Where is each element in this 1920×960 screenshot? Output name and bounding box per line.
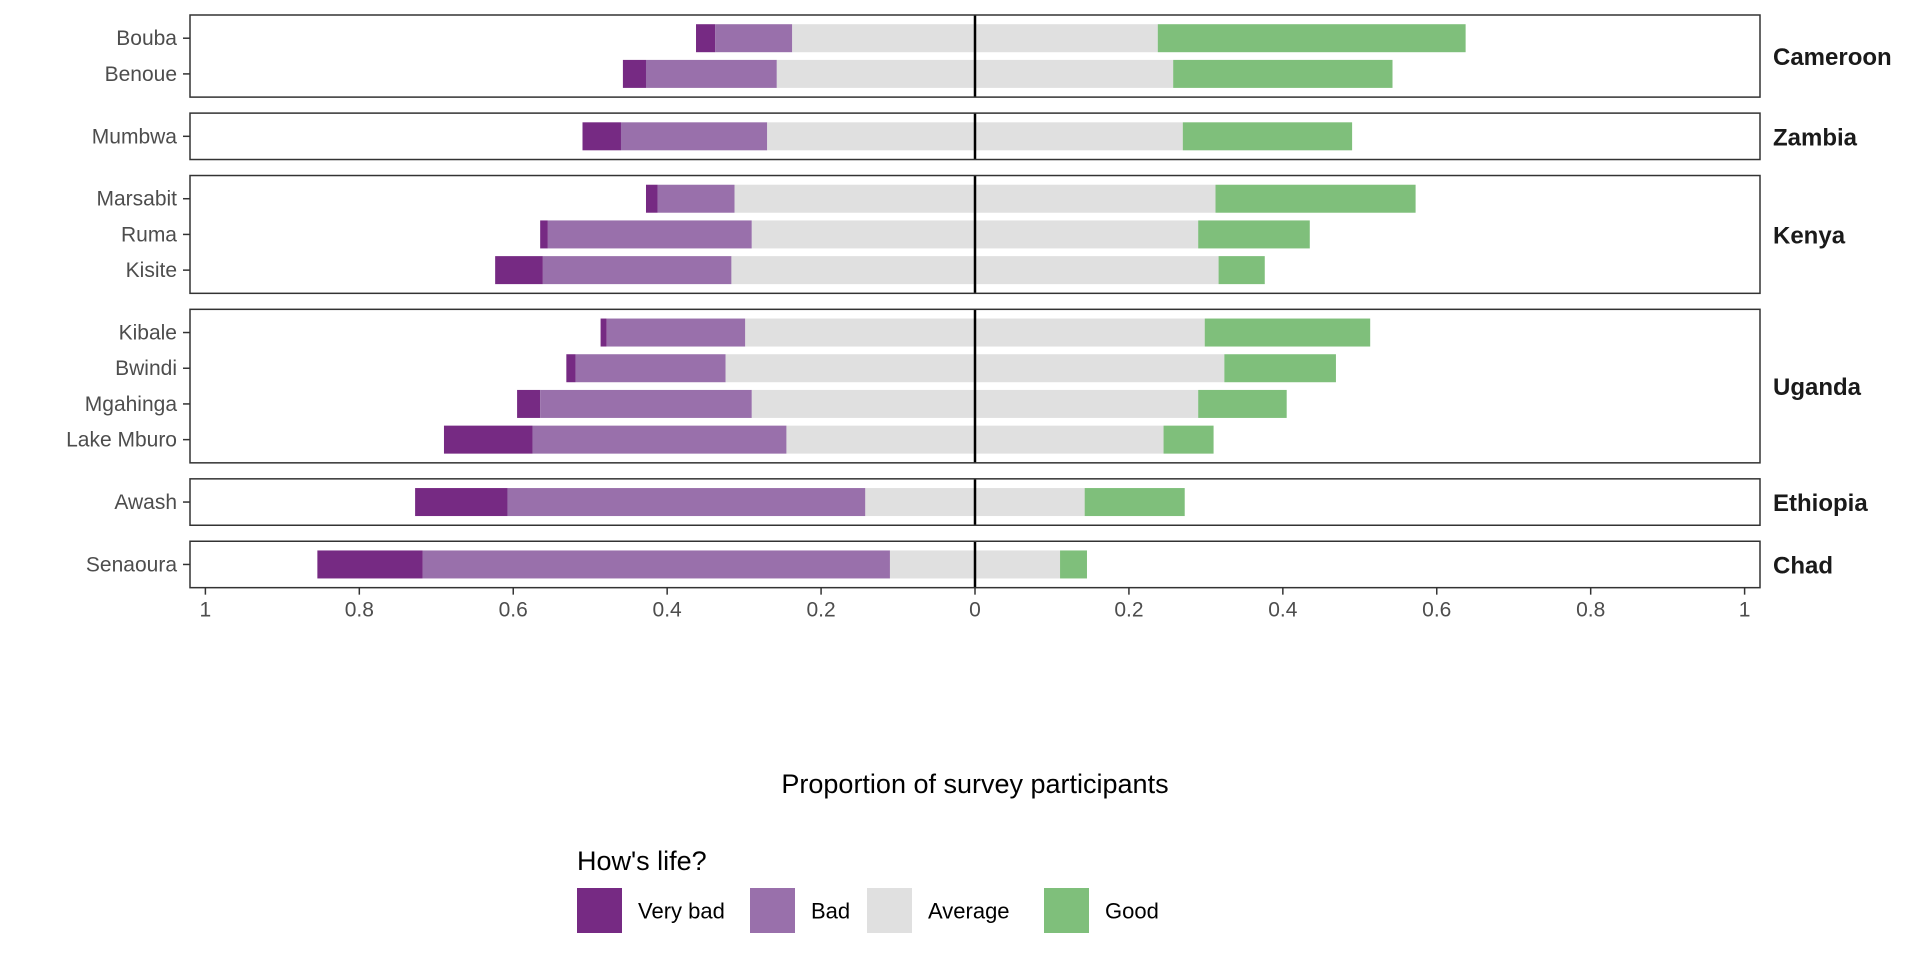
bar-segment-good (1218, 256, 1265, 285)
x-axis-title: Proportion of survey participants (781, 769, 1168, 799)
panel-ethiopia: Awash Ethiopia (114, 478, 1868, 526)
bar-segment-bad (547, 220, 752, 249)
bar-segment-bad (715, 24, 793, 53)
bar-segment-very-bad (696, 24, 716, 53)
bar-segment-good (1173, 59, 1393, 88)
strip-label: Kenya (1773, 222, 1846, 249)
bar-segment-bad (606, 318, 746, 347)
legend-title: How's life? (577, 846, 707, 876)
panel-border (189, 14, 1761, 98)
legend-label: Average (928, 899, 1010, 924)
panel-zambia: Mumbwa Zambia (92, 112, 1858, 161)
panel-border (189, 112, 1761, 161)
x-tick-label: 0.2 (806, 599, 835, 622)
site-label: Ruma (121, 223, 177, 246)
bar-segment-good (1157, 24, 1466, 53)
x-tick-label: 1 (200, 599, 212, 622)
bar-segment-bad (645, 59, 777, 88)
x-tick-label: 0 (969, 599, 981, 622)
x-tick-label: 0.8 (345, 599, 374, 622)
bar-segment-very-bad (622, 59, 646, 88)
bar-segment-good (1204, 318, 1371, 347)
bar-segment-good (1182, 122, 1353, 151)
bar-segment-very-bad (517, 389, 541, 418)
site-label: Bwindi (115, 357, 177, 380)
bar-segment-good (1084, 488, 1185, 517)
legend-key-bad (750, 888, 795, 933)
legend-label: Good (1105, 899, 1159, 924)
bar-segment-good (1060, 550, 1087, 579)
bar-segment-bad (620, 122, 768, 151)
legend-key-average (867, 888, 912, 933)
legend-key-very-bad (577, 888, 622, 933)
panel-cameroon: Bouba Benoue Cameroon (105, 14, 1892, 98)
legend-label: Bad (811, 899, 850, 924)
bar-segment-bad (657, 184, 735, 213)
x-tick-label: 0.6 (499, 599, 528, 622)
panels: Bouba Benoue Cameroon Mumbwa Zambia Marsabit R… (66, 14, 1892, 589)
bar-segment-good (1198, 389, 1287, 418)
bar-segment-very-bad (582, 122, 621, 151)
strip-label: Uganda (1773, 374, 1862, 401)
strip-label: Zambia (1773, 124, 1858, 151)
legend-key-good (1044, 888, 1089, 933)
site-label: Awash (114, 491, 177, 514)
site-label: Mumbwa (92, 125, 178, 148)
legend: How's life? Very bad Bad Average Good (577, 846, 1159, 933)
site-label: Senaoura (86, 553, 177, 576)
bar-segment-good (1198, 220, 1310, 249)
bar-segment-very-bad (645, 184, 658, 213)
panel-uganda: Kibale Bwindi Mgahinga Lake Mburo Uganda (66, 308, 1862, 464)
strip-label: Ethiopia (1773, 490, 1868, 517)
bar-segment-very-bad (415, 488, 508, 517)
bar-segment-very-bad (443, 425, 533, 454)
bar-segment-very-bad (317, 550, 423, 579)
panel-chad: Senaoura Chad (86, 540, 1833, 589)
site-label: Benoue (105, 63, 177, 86)
x-tick-label: 0.2 (1114, 599, 1143, 622)
x-tick-label: 0.4 (653, 599, 683, 622)
site-label: Bouba (116, 27, 177, 50)
bar-segment-bad (540, 389, 752, 418)
bar-segment-bad (542, 256, 732, 285)
bar-segment-good (1224, 354, 1336, 383)
strip-label: Cameroon (1773, 44, 1892, 71)
bar-segment-very-bad (566, 354, 576, 383)
bar-segment-very-bad (600, 318, 607, 347)
site-label: Lake Mburo (66, 429, 177, 452)
bar-segment-bad (532, 425, 787, 454)
site-label: Marsabit (96, 188, 177, 211)
x-tick-label: 0.6 (1422, 599, 1451, 622)
x-tick-label: 0.4 (1268, 599, 1298, 622)
panel-border (189, 478, 1761, 526)
panel-border (189, 308, 1761, 464)
site-label: Kibale (119, 322, 177, 345)
bar-segment-bad (422, 550, 890, 579)
x-tick-label: 1 (1739, 599, 1751, 622)
strip-label: Chad (1773, 552, 1833, 579)
bar-segment-good (1215, 184, 1416, 213)
bar-segment-good (1163, 425, 1214, 454)
bar-segment-very-bad (495, 256, 543, 285)
bar-segment-very-bad (540, 220, 548, 249)
x-tick-label: 0.8 (1576, 599, 1605, 622)
x-axis: 1 0.8 0.6 0.4 0.2 0 0.2 0.4 0.6 0.8 1 (200, 587, 1751, 622)
bar-segment-bad (507, 488, 866, 517)
panel-kenya: Marsabit Ruma Kisite Kenya (96, 174, 1846, 295)
panel-border (189, 174, 1761, 295)
site-label: Kisite (126, 259, 177, 282)
bar-segment-bad (575, 354, 726, 383)
legend-label: Very bad (638, 899, 725, 924)
site-label: Mgahinga (85, 393, 178, 416)
